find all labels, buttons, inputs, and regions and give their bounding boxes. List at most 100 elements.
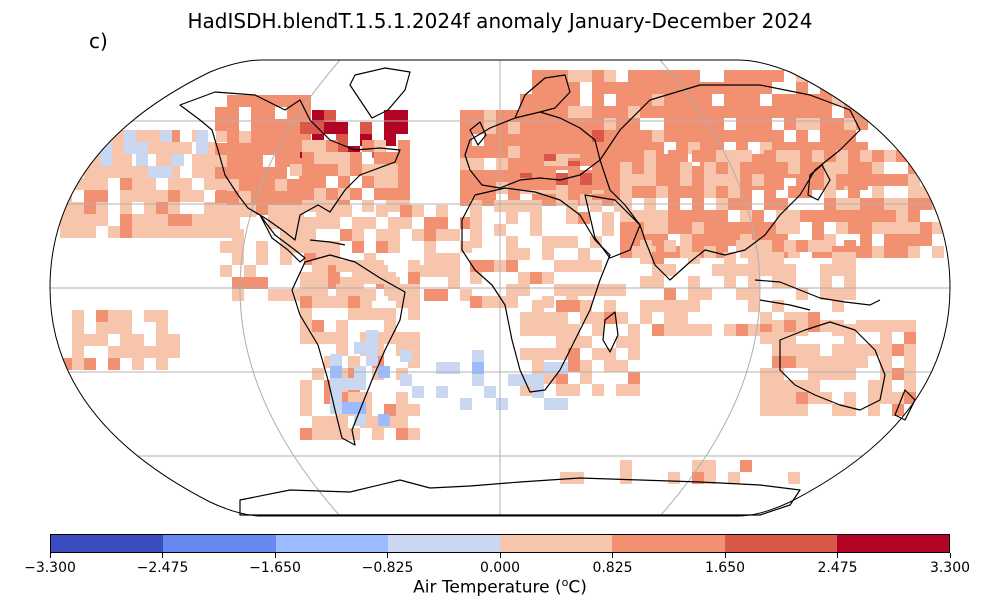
anomaly-cell <box>772 344 784 356</box>
anomaly-cell <box>460 182 472 194</box>
anomaly-cell <box>180 190 192 202</box>
anomaly-cell <box>196 142 208 154</box>
anomaly-cell <box>542 272 554 284</box>
anomaly-cell <box>836 174 848 186</box>
anomaly-cell <box>180 142 192 154</box>
anomaly-cell <box>354 378 366 390</box>
anomaly-cell <box>844 264 856 276</box>
anomaly-cell <box>232 229 244 241</box>
anomaly-cell <box>872 150 884 162</box>
anomaly-cell <box>568 94 580 106</box>
anomaly-cell <box>908 162 920 174</box>
anomaly-cell <box>384 110 396 122</box>
anomaly-cell <box>280 205 292 217</box>
colorbar-tick-label: −1.650 <box>249 560 301 576</box>
anomaly-cell <box>108 322 120 334</box>
anomaly-cell <box>920 150 932 162</box>
anomaly-cell <box>880 368 892 380</box>
anomaly-cell <box>724 106 736 118</box>
anomaly-cell <box>338 188 350 200</box>
anomaly-cell <box>275 191 287 203</box>
anomaly-cell <box>896 246 908 258</box>
anomaly-cell <box>372 308 384 320</box>
anomaly-cell <box>472 362 484 374</box>
anomaly-cell <box>580 336 592 348</box>
anomaly-cell <box>602 212 614 224</box>
anomaly-cell <box>156 322 168 334</box>
anomaly-cell <box>580 118 592 130</box>
anomaly-cell <box>788 186 800 198</box>
anomaly-cell <box>96 178 108 190</box>
anomaly-cell <box>748 94 760 106</box>
anomaly-cell <box>616 142 628 154</box>
anomaly-cell <box>820 130 832 142</box>
anomaly-cell <box>628 348 640 360</box>
anomaly-cell <box>326 140 338 152</box>
anomaly-cell <box>338 164 350 176</box>
anomaly-cell <box>144 130 156 142</box>
anomaly-cell <box>884 234 896 246</box>
anomaly-cell <box>348 356 360 368</box>
anomaly-cell <box>412 205 424 217</box>
anomaly-cell <box>860 222 872 234</box>
anomaly-cell <box>748 106 760 118</box>
anomaly-cell <box>400 205 412 217</box>
anomaly-cell <box>784 380 796 392</box>
anomaly-cell <box>796 356 808 368</box>
anomaly-cell <box>664 70 676 82</box>
anomaly-cell <box>544 166 556 178</box>
anomaly-cell <box>448 229 460 241</box>
anomaly-cell <box>251 191 263 203</box>
anomaly-cell <box>700 130 712 142</box>
anomaly-cell <box>96 166 108 178</box>
anomaly-cell <box>396 392 408 404</box>
anomaly-cell <box>716 222 728 234</box>
anomaly-cell <box>530 224 542 236</box>
anomaly-cell <box>108 166 120 178</box>
anomaly-cell <box>640 252 652 264</box>
anomaly-cell <box>692 210 704 222</box>
anomaly-cell <box>872 186 884 198</box>
anomaly-cell <box>664 300 676 312</box>
anomaly-cell <box>616 130 628 142</box>
anomaly-cell <box>556 82 568 94</box>
anomaly-cell <box>748 70 760 82</box>
anomaly-cell <box>784 106 796 118</box>
anomaly-cell <box>84 190 96 202</box>
anomaly-cell <box>736 288 748 300</box>
anomaly-cell <box>472 350 484 362</box>
anomaly-cell <box>330 378 342 390</box>
anomaly-cell <box>796 106 808 118</box>
colorbar-segment <box>163 535 276 552</box>
anomaly-cell <box>336 122 348 134</box>
anomaly-cell <box>602 284 614 296</box>
anomaly-cell <box>84 214 96 226</box>
anomaly-cell <box>496 398 508 410</box>
anomaly-cell <box>568 82 580 94</box>
anomaly-cell <box>568 300 580 312</box>
anomaly-cell <box>820 368 832 380</box>
anomaly-cell <box>328 217 340 229</box>
anomaly-cell <box>324 332 336 344</box>
anomaly-cell <box>556 312 568 324</box>
anomaly-cell <box>760 368 772 380</box>
anomaly-cell <box>290 140 302 152</box>
anomaly-cell <box>668 472 680 484</box>
anomaly-cell <box>470 200 482 212</box>
anomaly-cell <box>396 416 408 428</box>
map-boundary <box>49 59 951 517</box>
anomaly-cell <box>263 95 275 107</box>
anomaly-cell <box>932 150 944 162</box>
anomaly-cell <box>796 344 808 356</box>
colorbar-segment <box>275 535 388 552</box>
anomaly-cell <box>748 276 760 288</box>
anomaly-cell <box>251 95 263 107</box>
anomaly-cell <box>592 142 604 154</box>
anomaly-cell <box>716 186 728 198</box>
anomaly-cell <box>360 272 372 284</box>
anomaly-cell <box>604 300 616 312</box>
anomaly-cell <box>314 164 326 176</box>
anomaly-cell <box>520 178 532 190</box>
anomaly-cell <box>424 217 436 229</box>
anomaly-cell <box>676 130 688 142</box>
